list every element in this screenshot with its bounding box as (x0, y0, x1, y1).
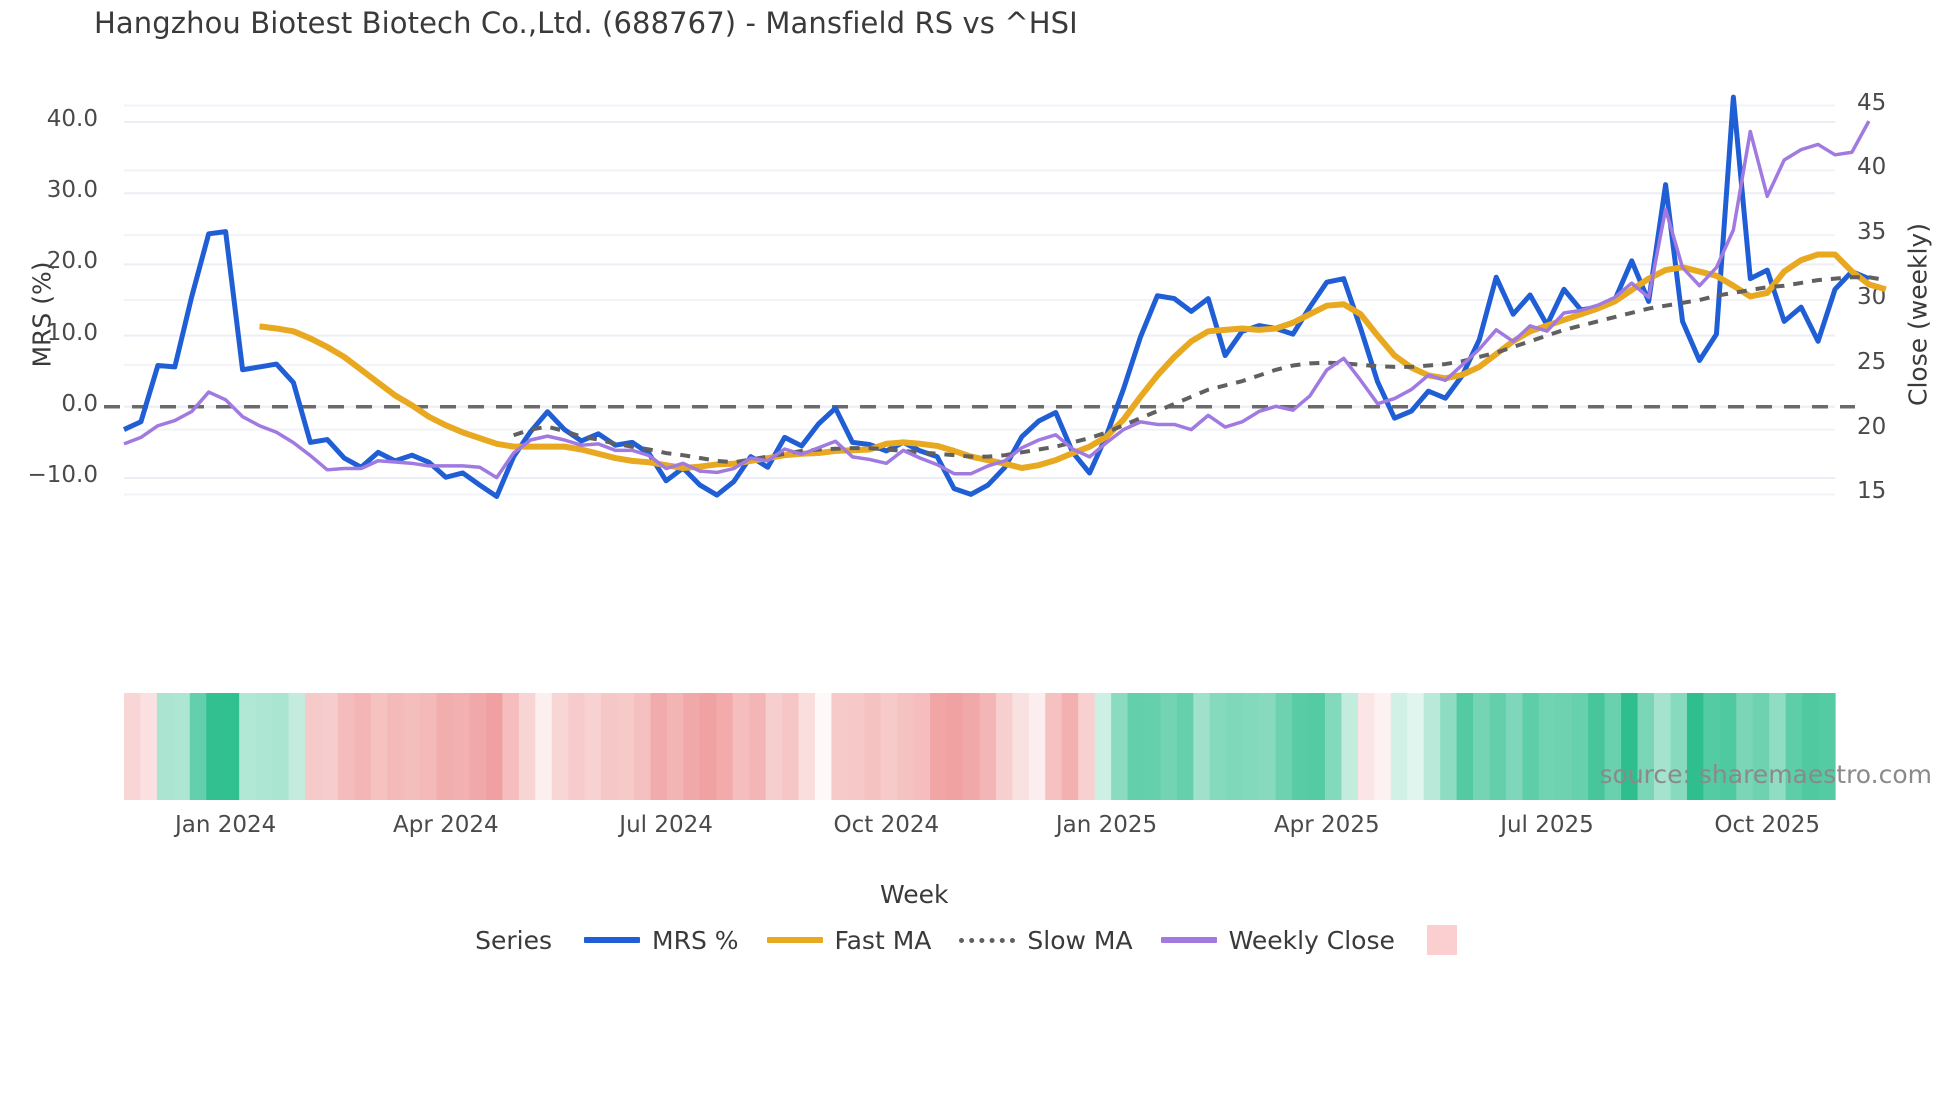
x-axis-tick: Jul 2024 (619, 812, 713, 838)
source-watermark: source: sharemaestro.com (1599, 760, 1933, 789)
y-axis-left-tick: 40.0 (46, 106, 98, 133)
y-axis-left-tick: 0.0 (61, 390, 98, 417)
legend-label: Weekly Close (1228, 925, 1395, 955)
legend-label: Slow MA (1027, 925, 1133, 955)
y-axis-right-tick: 15 (1857, 478, 1887, 505)
legend-swatch (584, 937, 641, 943)
x-axis-tick: Oct 2024 (833, 812, 940, 838)
y-axis-right-tick: 25 (1857, 348, 1887, 375)
legend-swatch (959, 937, 1016, 943)
y-axis-left-tick: −10.0 (27, 461, 98, 488)
x-axis-label: Week (880, 880, 949, 909)
x-axis-tick: Jan 2024 (174, 812, 277, 838)
legend-title: Series (475, 925, 553, 955)
legend-heat-swatch (1426, 925, 1457, 955)
legend-item[interactable] (1423, 925, 1457, 955)
chart-legend: Series MRS % Fast MA Slow MA Weekly Close (0, 925, 1960, 955)
x-axis-tick: Apr 2025 (1273, 812, 1380, 838)
series-line-fast-ma (259, 251, 1887, 471)
y-axis-left-tick: 20.0 (46, 248, 98, 275)
x-axis-tick: Apr 2024 (393, 812, 499, 838)
series-line-slow-ma (512, 275, 1887, 465)
legend-label: MRS % (652, 925, 739, 955)
chart-title: Hangzhou Biotest Biotech Co.,Ltd. (68876… (94, 6, 1078, 40)
legend-swatch (766, 937, 823, 943)
series-line-weekly-close (123, 120, 1871, 480)
y-axis-right-tick: 45 (1857, 89, 1887, 116)
legend-swatch (1160, 937, 1217, 943)
x-axis-tick: Jul 2025 (1500, 812, 1594, 838)
y-axis-right-tick: 20 (1857, 413, 1887, 440)
legend-item[interactable]: MRS % (584, 926, 739, 955)
legend-item[interactable]: Slow MA (959, 925, 1133, 955)
series-line-mrs- (122, 94, 1870, 499)
legend-label: Fast MA (834, 925, 932, 955)
x-axis-tick: Jan 2025 (1055, 812, 1158, 838)
legend-item[interactable]: Fast MA (766, 925, 932, 955)
y-axis-right-tick: 35 (1857, 219, 1887, 246)
x-axis-tick: Oct 2025 (1714, 812, 1821, 838)
y-axis-left-tick: 30.0 (46, 177, 98, 204)
y-axis-right-tick: 40 (1857, 154, 1887, 181)
legend-item[interactable]: Weekly Close (1160, 925, 1395, 955)
y-axis-left-tick: 10.0 (46, 319, 98, 346)
